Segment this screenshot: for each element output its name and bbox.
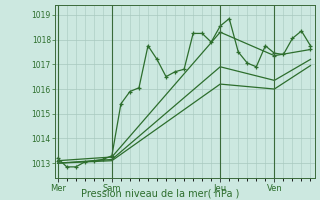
Text: Pression niveau de la mer( hPa ): Pression niveau de la mer( hPa ) [81, 188, 239, 198]
